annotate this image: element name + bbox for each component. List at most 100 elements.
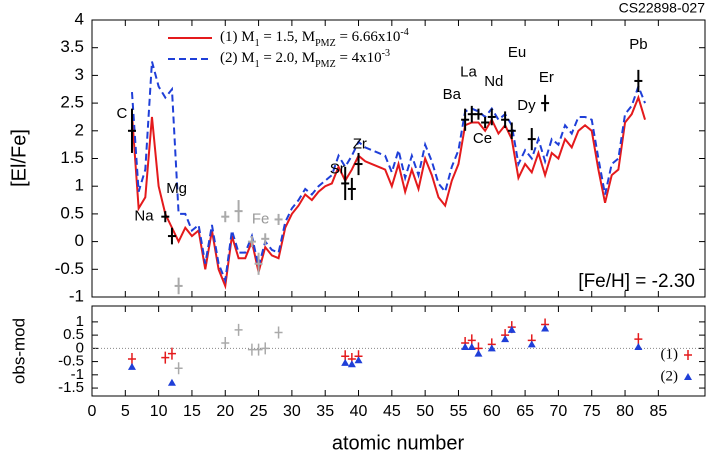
legend-label: (2) M1 = 2.0, MPMZ = 4x10-3 — [220, 48, 390, 70]
legend-text: PMZ — [315, 59, 336, 70]
element-label: Pb — [629, 36, 647, 53]
element-label: Er — [539, 69, 554, 86]
marker — [527, 340, 536, 348]
x-tick-label: 35 — [316, 403, 334, 420]
x-tick-label: 55 — [450, 403, 468, 420]
y-axis-label: obs-mod — [9, 318, 28, 384]
y-tick-label: 2 — [75, 120, 84, 139]
element-label: Ba — [443, 86, 462, 103]
plot-frame — [91, 19, 706, 298]
x-tick-label: 60 — [483, 403, 501, 420]
legend-label: (2) — [661, 368, 679, 384]
marker — [474, 349, 483, 357]
legend-label: (1) M1 = 1.5, MPMZ = 6.66x10-4 — [220, 27, 409, 49]
element-label: La — [460, 64, 477, 81]
x-tick-label: 50 — [416, 403, 434, 420]
y-tick-label: 0.5 — [60, 203, 84, 222]
marker — [161, 351, 170, 364]
legend-label: (1) — [661, 346, 679, 362]
x-tick-label: 65 — [516, 403, 534, 420]
element-label: Zr — [353, 136, 367, 153]
legend-text: = 2.0, M — [260, 50, 316, 66]
marker — [461, 343, 470, 351]
marker — [541, 324, 550, 332]
marker — [347, 360, 356, 368]
y-tick-label: 1 — [76, 313, 84, 330]
marker — [354, 356, 363, 364]
y-axis-label: [El/Fe] — [8, 129, 30, 187]
y-tick-label: -1.5 — [58, 379, 84, 396]
marker — [167, 378, 176, 386]
legend-marker — [684, 350, 692, 360]
annotation: [Fe/H] = -2.30 — [578, 271, 695, 292]
legend-text: 1 — [255, 59, 260, 70]
x-axis-label: atomic number — [332, 432, 465, 454]
y-tick-label: -0.5 — [55, 259, 84, 278]
legend-marker — [684, 373, 692, 380]
x-tick-label: 20 — [216, 403, 234, 420]
y-tick-label: 1 — [75, 176, 84, 195]
x-tick-label: 0 — [88, 403, 97, 420]
element-label: Sr — [330, 161, 345, 178]
y-tick-label: 0.5 — [63, 326, 84, 343]
element-label: Eu — [508, 44, 526, 61]
y-tick-label: 0 — [75, 231, 84, 250]
x-tick-label: 30 — [283, 403, 301, 420]
marker — [167, 347, 176, 360]
element-label: C — [117, 105, 128, 122]
model-line — [130, 94, 646, 290]
marker — [501, 335, 510, 343]
y-tick-label: -0.5 — [58, 353, 84, 370]
legend-text: (2) M — [220, 50, 255, 66]
element-label: Mg — [166, 180, 187, 197]
legend-text: = 1.5, M — [260, 29, 316, 45]
legend-text: 1 — [255, 38, 260, 49]
x-tick-label: 75 — [583, 403, 601, 420]
x-tick-label: 15 — [183, 403, 201, 420]
marker — [274, 326, 283, 339]
marker — [467, 343, 476, 351]
marker — [234, 323, 243, 336]
marker — [174, 362, 183, 375]
element-label: Nd — [484, 73, 503, 90]
x-tick-label: 85 — [649, 403, 667, 420]
y-tick-label: 0 — [76, 339, 84, 356]
legend-text: PMZ — [315, 38, 336, 49]
legend-text: = 6.66x10 — [336, 29, 401, 45]
marker — [127, 362, 136, 370]
y-tick-label: 1.5 — [60, 148, 84, 167]
element-label: Dy — [517, 97, 536, 114]
marker — [221, 337, 230, 350]
legend-text: = 4x10 — [336, 50, 382, 66]
x-tick-label: 80 — [616, 403, 634, 420]
x-tick-label: 40 — [350, 403, 368, 420]
element-label: Ce — [473, 130, 492, 147]
marker — [487, 344, 496, 352]
legend-text: (1) M — [220, 29, 255, 45]
legend-text: -4 — [400, 27, 408, 38]
y-tick-label: 3 — [75, 65, 84, 84]
chart-title: CS22898-027 — [619, 0, 706, 16]
y-tick-label: 3.5 — [60, 37, 84, 56]
x-tick-label: 45 — [383, 403, 401, 420]
marker — [254, 343, 263, 356]
plot-frame — [91, 305, 706, 397]
y-tick-label: -1 — [69, 286, 84, 305]
x-tick-label: 10 — [150, 403, 168, 420]
x-tick-label: 70 — [550, 403, 568, 420]
legend-text: -3 — [382, 48, 390, 59]
y-tick-label: 4 — [75, 9, 84, 28]
model-line — [130, 61, 646, 285]
x-tick-label: 25 — [250, 403, 268, 420]
x-tick-label: 5 — [121, 403, 130, 420]
marker — [261, 342, 270, 355]
marker — [634, 343, 643, 351]
element-label: Fe — [252, 210, 270, 227]
y-tick-label: 2.5 — [60, 93, 84, 112]
y-tick-label: -1 — [71, 366, 84, 383]
marker — [507, 325, 516, 333]
element-label: Na — [134, 208, 154, 225]
marker — [341, 358, 350, 366]
